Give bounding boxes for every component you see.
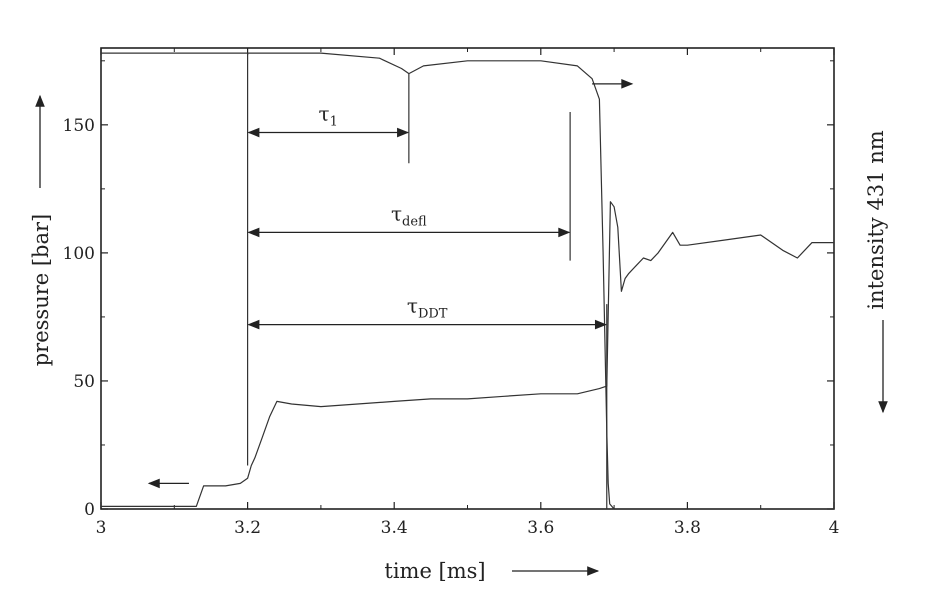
- x-tick-label: 3: [96, 518, 107, 538]
- series-axis-arrows: [147, 79, 634, 489]
- x-tick-label: 3.2: [234, 518, 261, 538]
- interval-label: τDDT: [407, 294, 448, 322]
- x-tick-label: 3.6: [527, 518, 554, 538]
- interval-annotations: τ1 τdefl τDDT: [247, 102, 607, 330]
- interval-label: τdefl: [391, 201, 427, 229]
- plot-frame: [100, 47, 835, 510]
- x-tick-label: 4: [829, 518, 840, 538]
- y2-axis-label: intensity 431 nm: [864, 130, 888, 309]
- x-axis-ticks: 3 3.2 3.4 3.6 3.8 4: [96, 48, 840, 538]
- y-axis-label: pressure [bar]: [29, 214, 53, 367]
- y-tick-label: 0: [84, 500, 95, 520]
- y-tick-label: 100: [63, 244, 95, 264]
- y-axis-ticks: 0 50 100 150: [63, 60, 834, 520]
- pressure-series-line: [101, 201, 834, 507]
- x-axis-label: time [ms]: [384, 559, 485, 583]
- series-layer: [101, 52, 834, 510]
- interval-label: τ1: [319, 102, 338, 130]
- y-tick-label: 50: [73, 372, 95, 392]
- y-tick-label: 150: [63, 116, 95, 136]
- intensity-series-line: [101, 52, 834, 510]
- x-tick-label: 3.8: [674, 518, 701, 538]
- x-tick-label: 3.4: [381, 518, 408, 538]
- marker-lines: [247, 53, 608, 509]
